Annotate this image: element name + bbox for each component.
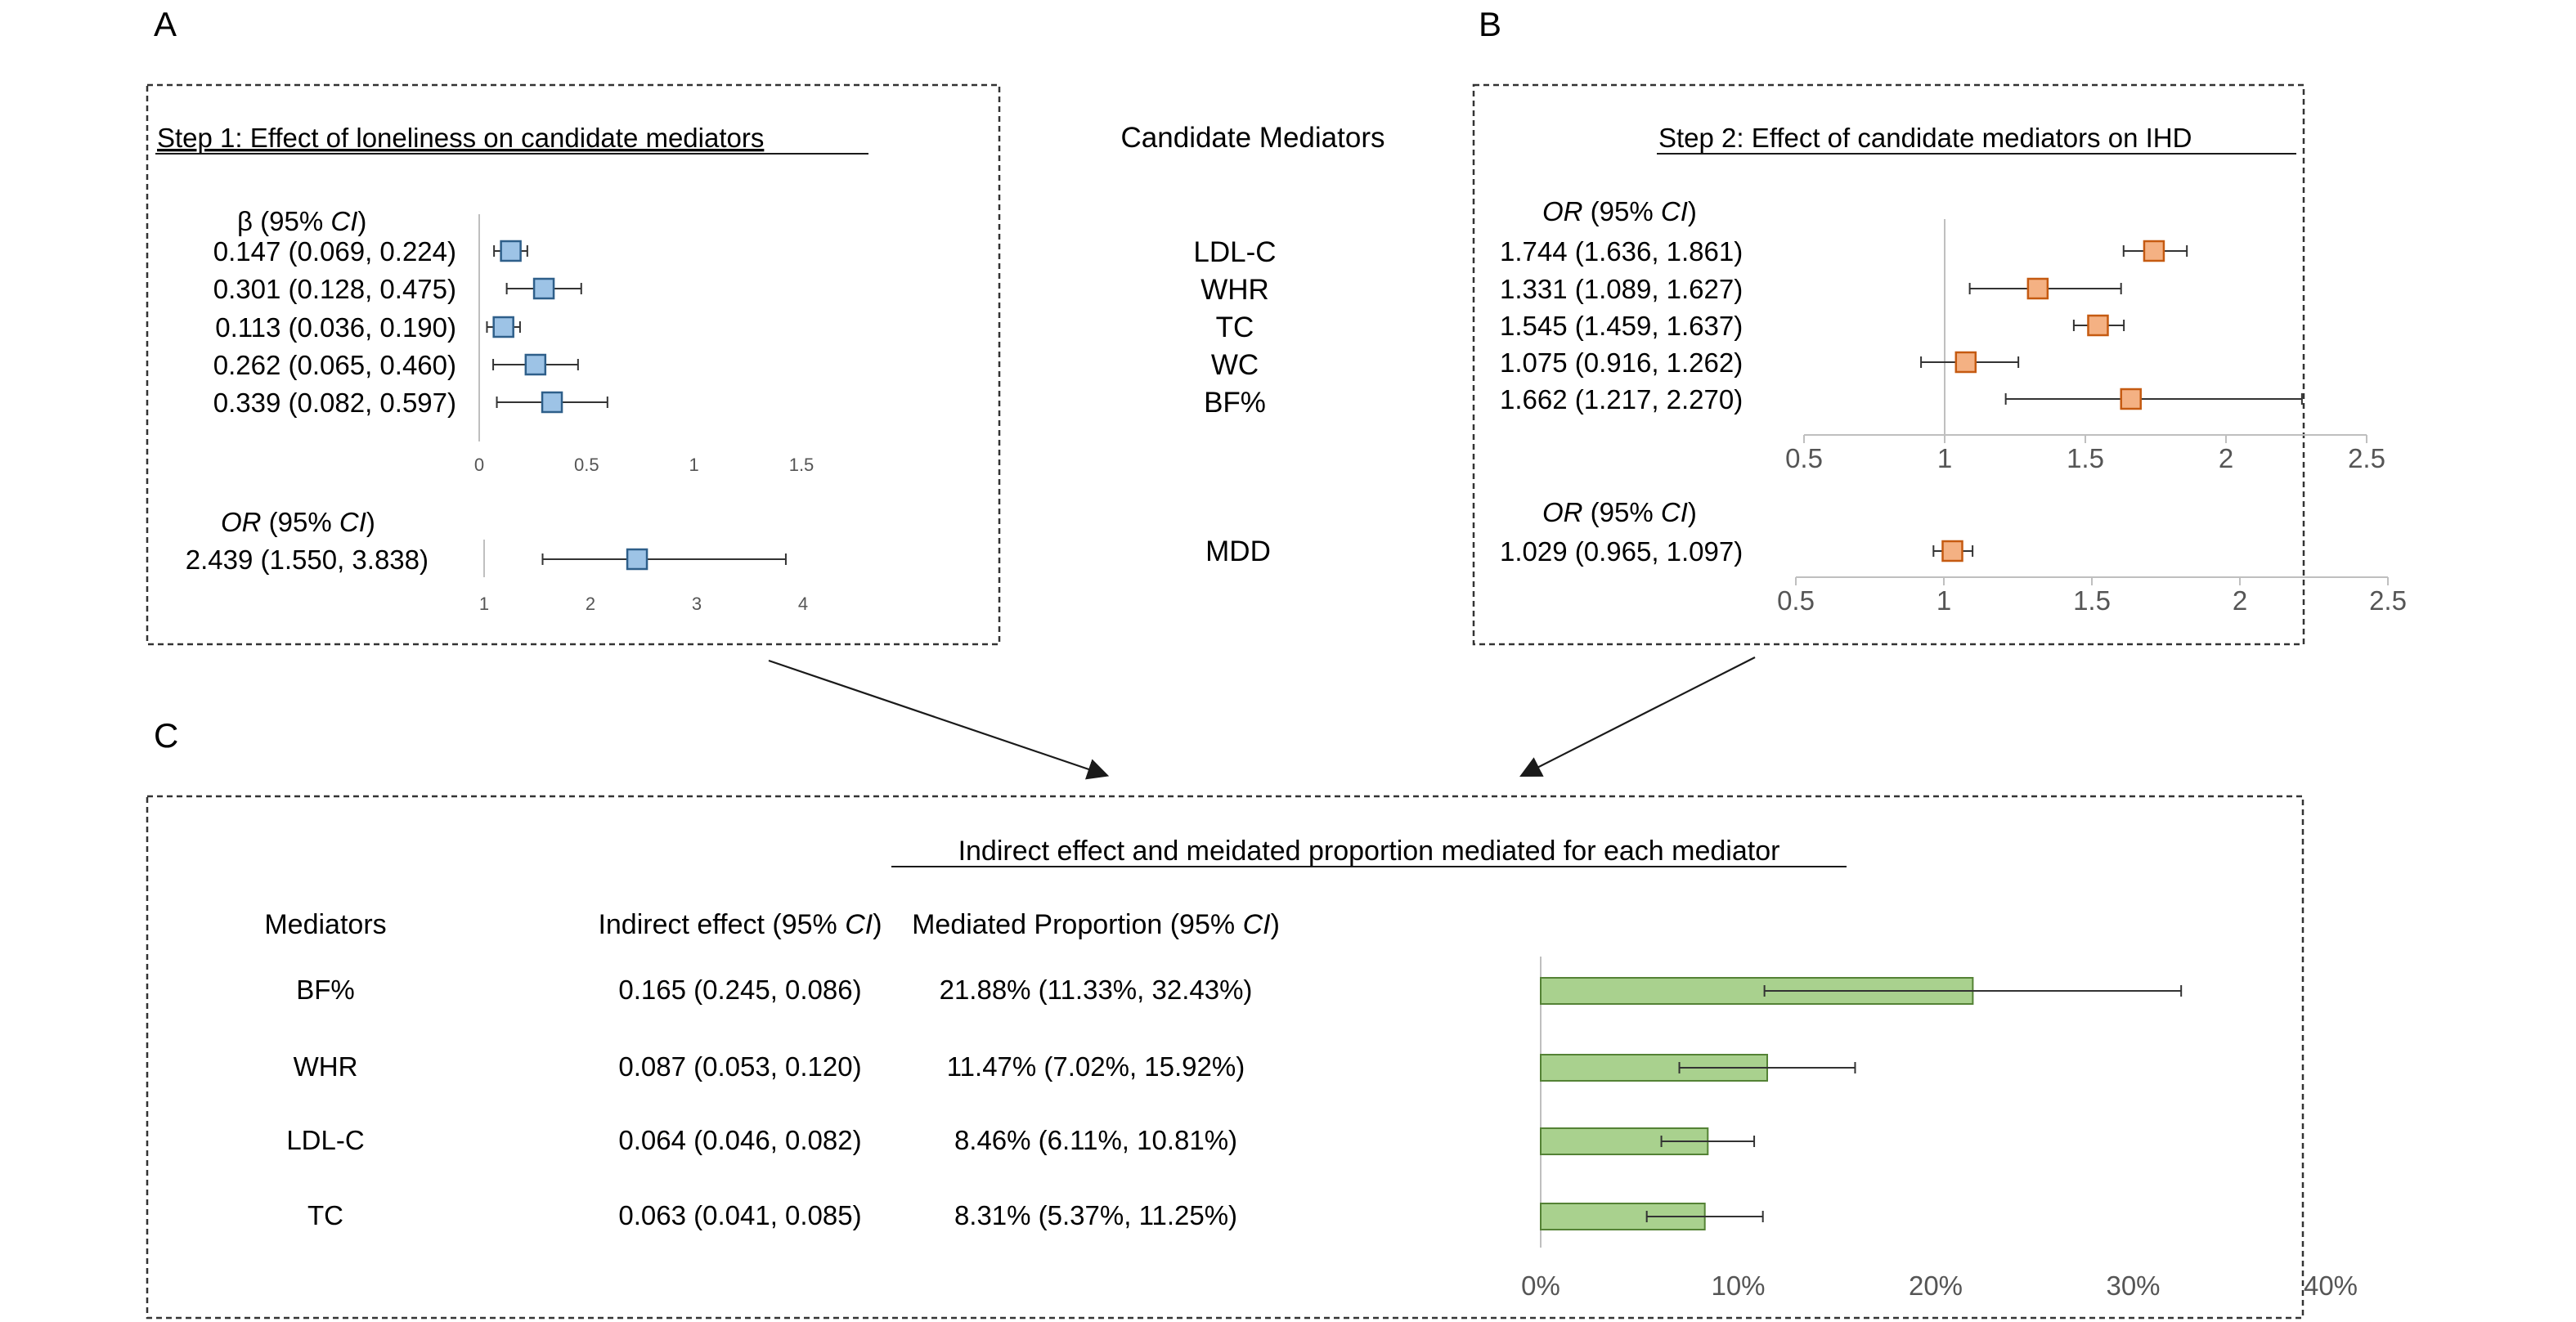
- x-tick-label: 40%: [2304, 1270, 2358, 1301]
- mediation-table-and-bars: Mediators Indirect effect (95% CI) Mediate…: [264, 909, 2358, 1301]
- mediator-label: TC: [1216, 311, 1254, 343]
- row-label: 1.331 (1.089, 1.627): [1500, 274, 1743, 304]
- row-label: 1.662 (1.217, 2.270): [1500, 384, 1743, 415]
- column-header: Mediated Proportion (95% CI): [912, 909, 1280, 940]
- row-label: 0.262 (0.065, 0.460): [213, 350, 456, 380]
- point-estimate: [2026, 277, 2049, 300]
- mediator-name: BF%: [296, 975, 355, 1005]
- point-estimate: [2143, 240, 2165, 262]
- row-label: 1.545 (1.459, 1.637): [1500, 311, 1743, 341]
- panel-c-frame: [146, 795, 2304, 1320]
- x-tick-label: 1: [689, 455, 699, 475]
- forest-plot-step1-beta: β (95% CI) 0 0.5 1 1.5 0.147 (0.069, 0.224) 0.…: [213, 206, 815, 475]
- proportion-bar: [1540, 1054, 1769, 1082]
- panel-letter-c: C: [154, 716, 178, 755]
- panel-b-title: Step 2: Effect of candidate mediators on…: [1658, 123, 2192, 153]
- ci-header: β (95% CI): [237, 206, 366, 236]
- ci-header: OR (95% CI): [1542, 196, 1697, 226]
- arrow-b-to-c: [1519, 657, 1756, 777]
- row-label: 0.113 (0.036, 0.190): [215, 312, 456, 343]
- x-tick-label: 4: [798, 594, 808, 614]
- mediator-label-mdd: MDD: [1205, 536, 1271, 567]
- candidate-mediators-heading: Candidate Mediators: [1121, 122, 1385, 154]
- x-tick-label: 0.5: [574, 455, 599, 475]
- x-tick-label: 2.5: [2348, 443, 2385, 473]
- x-tick-label: 1: [1936, 585, 1951, 616]
- row-label: 1.029 (0.965, 1.097): [1500, 536, 1743, 567]
- forest-plot-step2-or: OR (95% CI) 0.5 1 1.5 2 2.5 1.744 (1.636, 1.86…: [1500, 196, 2385, 473]
- mediator-label: BF%: [1204, 387, 1266, 419]
- row-label: 1.744 (1.636, 1.861): [1500, 236, 1743, 267]
- point-estimate: [492, 316, 514, 338]
- x-tick-label: 0: [474, 455, 484, 475]
- point-estimate: [2087, 314, 2109, 337]
- x-tick-label: 0%: [1521, 1270, 1560, 1301]
- mediated-proportion-value: 8.31% (5.37%, 11.25%): [954, 1200, 1237, 1230]
- panel-a-title: Step 1: Effect of loneliness on candidat…: [157, 123, 764, 153]
- panel-a-frame: [146, 83, 1001, 646]
- point-estimate: [524, 353, 547, 376]
- point-estimate: [1954, 351, 1977, 374]
- mediator-label: WC: [1211, 349, 1259, 381]
- x-tick-label: 1: [1937, 443, 1952, 473]
- indirect-effect-value: 0.165 (0.245, 0.086): [618, 975, 861, 1005]
- point-estimate: [532, 277, 555, 300]
- x-tick-label: 2.5: [2369, 585, 2407, 616]
- mediator-name: WHR: [294, 1051, 358, 1082]
- x-tick-label: 10%: [1711, 1270, 1765, 1301]
- row-label: 0.147 (0.069, 0.224): [213, 236, 456, 267]
- x-tick-label: 30%: [2106, 1270, 2160, 1301]
- ci-header: OR (95% CI): [221, 507, 375, 537]
- mediated-proportion-value: 8.46% (6.11%, 10.81%): [954, 1125, 1237, 1155]
- panel-b-frame: [1472, 83, 2305, 646]
- forest-plot-step1-or: OR (95% CI) 1 2 3 4 2.439 (1.550, 3.838): [186, 507, 808, 614]
- mediator-name: LDL-C: [286, 1125, 364, 1155]
- x-tick-label: 1.5: [2067, 443, 2104, 473]
- mediated-proportion-value: 21.88% (11.33%, 32.43%): [940, 975, 1253, 1005]
- row-label: 2.439 (1.550, 3.838): [186, 544, 429, 575]
- point-estimate: [626, 548, 648, 571]
- arrow-a-to-c: [768, 659, 1110, 780]
- mediated-proportion-value: 11.47% (7.02%, 15.92%): [947, 1051, 1245, 1082]
- column-header: Indirect effect (95% CI): [598, 909, 882, 940]
- x-tick-label: 0.5: [1785, 443, 1823, 473]
- point-estimate: [500, 240, 522, 262]
- x-tick-label: 3: [692, 594, 702, 614]
- row-label: 0.301 (0.128, 0.475): [213, 274, 456, 304]
- mediator-label: WHR: [1200, 274, 1269, 306]
- mediator-name: TC: [307, 1200, 343, 1230]
- point-estimate: [541, 391, 563, 414]
- mediator-label: LDL-C: [1193, 236, 1276, 268]
- x-tick-label: 20%: [1909, 1270, 1963, 1301]
- x-tick-label: 0.5: [1777, 585, 1815, 616]
- point-estimate: [1941, 540, 1963, 562]
- x-tick-label: 2: [586, 594, 595, 614]
- x-tick-label: 1: [479, 594, 489, 614]
- indirect-effect-value: 0.063 (0.041, 0.085): [618, 1200, 861, 1230]
- x-tick-label: 1.5: [789, 455, 815, 475]
- row-label: 0.339 (0.082, 0.597): [213, 388, 456, 418]
- panel-letter-a: A: [154, 5, 177, 43]
- x-tick-label: 1.5: [2073, 585, 2111, 616]
- x-tick-label: 2: [2233, 585, 2247, 616]
- panel-c-title: Indirect effect and meidated proportion …: [958, 836, 1780, 867]
- panel-letter-b: B: [1479, 5, 1501, 43]
- forest-plot-step2-mdd: OR (95% CI) 0.5 1 1.5 2 2.5 1.029 (0.965, 1.09…: [1500, 497, 2407, 616]
- row-label: 1.075 (0.916, 1.262): [1500, 347, 1743, 378]
- column-header: Mediators: [264, 909, 386, 940]
- ci-header: OR (95% CI): [1542, 497, 1697, 527]
- indirect-effect-value: 0.064 (0.046, 0.082): [618, 1125, 861, 1155]
- indirect-effect-value: 0.087 (0.053, 0.120): [618, 1051, 861, 1082]
- point-estimate: [2120, 388, 2142, 410]
- x-tick-label: 2: [2219, 443, 2233, 473]
